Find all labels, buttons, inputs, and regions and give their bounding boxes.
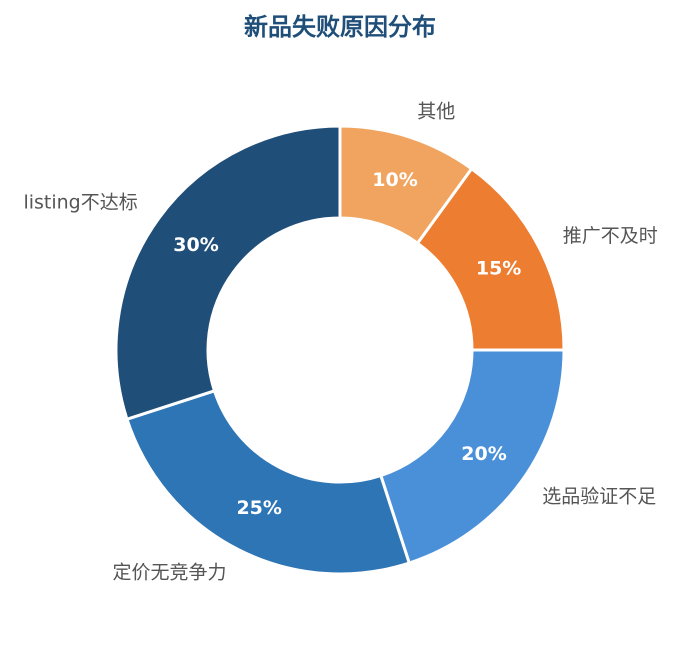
category-label: 选品验证不足 xyxy=(542,485,656,507)
chart-title: 新品失败原因分布 xyxy=(244,13,436,41)
category-label: listing不达标 xyxy=(23,192,137,214)
donut-slice xyxy=(378,348,566,565)
category-label: 推广不及时 xyxy=(563,225,658,247)
value-label: 30% xyxy=(173,234,218,256)
category-label: 其他 xyxy=(417,101,455,123)
donut-slice xyxy=(114,124,342,422)
value-label: 10% xyxy=(372,169,417,191)
category-label: 定价无竞争力 xyxy=(112,561,226,583)
value-label: 20% xyxy=(461,443,506,465)
value-label: 25% xyxy=(236,497,281,519)
value-label: 15% xyxy=(476,258,521,280)
donut-slice xyxy=(125,388,412,576)
